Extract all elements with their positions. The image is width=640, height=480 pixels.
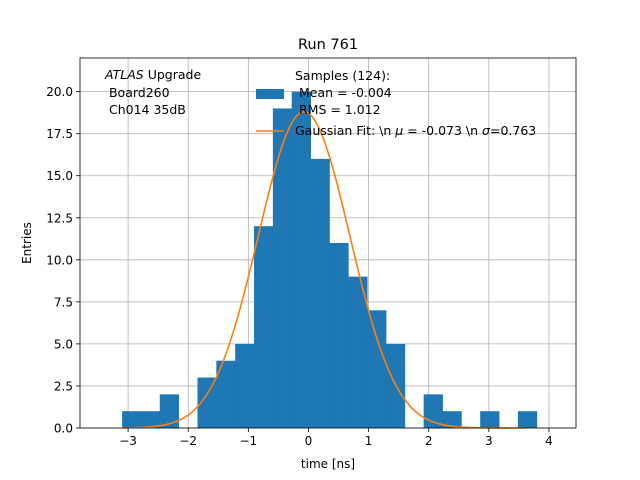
histogram-bar [348,276,368,428]
x-tick-label: 1 [365,434,373,448]
y-tick-label: 5.0 [54,337,73,351]
x-tick-label: 2 [425,434,433,448]
y-axis-label: Entries [20,222,34,264]
x-axis-label: time [ns] [301,457,355,471]
histogram-bar [254,226,274,428]
y-tick-label: 17.5 [46,127,73,141]
annotation-upgrade: Upgrade [144,67,202,82]
histogram-bars [122,91,538,429]
y-tick-label: 2.5 [54,379,73,393]
legend-mean: Mean = -0.004 [295,85,392,100]
y-tick-label: 15.0 [46,169,73,183]
y-axis-ticks: 0.0 2.5 5.0 7.5 10.0 12.5 15.0 17.5 20.0 [46,85,80,436]
y-tick-label: 20.0 [46,85,73,99]
histogram-bar [235,343,255,428]
legend-fit-sigma-symbol: σ [482,123,491,138]
y-tick-label: 7.5 [54,295,73,309]
chart-title: Run 761 [298,37,358,53]
legend-fit: Gaussian Fit: \n μ = -0.073 \n σ=0.763 [295,123,536,138]
x-tick-label: 3 [485,434,493,448]
histogram-bar [442,411,462,428]
histogram-bar [329,243,349,428]
histogram-bar [122,411,142,428]
y-tick-label: 10.0 [46,253,73,267]
gaussian-fit [122,111,525,429]
annotation-board: Board260 [105,85,170,100]
legend-rms: RMS = 1.012 [295,102,381,117]
histogram-bar [159,394,180,428]
x-tick-label: 4 [545,434,553,448]
histogram-bar [272,108,293,429]
annotation-line1: ATLAS Upgrade [104,67,201,82]
legend-hist-swatch [256,89,284,99]
legend-fit-mu-symbol: μ [394,123,403,138]
histogram-bar [140,411,161,428]
annotation-atlas: ATLAS [104,67,144,82]
histogram-bar [517,411,538,428]
legend-samples: Samples (124): [295,68,390,83]
x-axis-ticks: −3 −2 −1 0 1 2 3 4 [119,428,553,448]
x-tick-label: −3 [119,434,137,448]
histogram-bar [310,158,330,428]
legend: Samples (124): Mean = -0.004 RMS = 1.012… [256,68,536,138]
legend-fit-sigma: =0.763 [490,123,536,138]
histogram-bar [367,310,387,428]
x-tick-label: −1 [239,434,257,448]
histogram-bar [197,377,217,428]
histogram-bar [423,394,443,428]
plot-frame [79,57,577,429]
y-tick-label: 0.0 [54,422,73,436]
legend-fit-prefix: Gaussian Fit: \n [295,123,395,138]
histogram-bar [216,360,236,428]
annotation-channel: Ch014 35dB [105,102,186,117]
histogram-bar [291,91,311,429]
y-tick-label: 12.5 [46,211,73,225]
fit-curve [122,111,525,429]
x-tick-label: 0 [305,434,313,448]
x-tick-label: −2 [179,434,197,448]
atlas-annotation: ATLAS Upgrade Board260 Ch014 35dB [104,67,201,117]
histogram-bar [480,411,500,428]
legend-fit-mu: = -0.073 \n [403,123,482,138]
